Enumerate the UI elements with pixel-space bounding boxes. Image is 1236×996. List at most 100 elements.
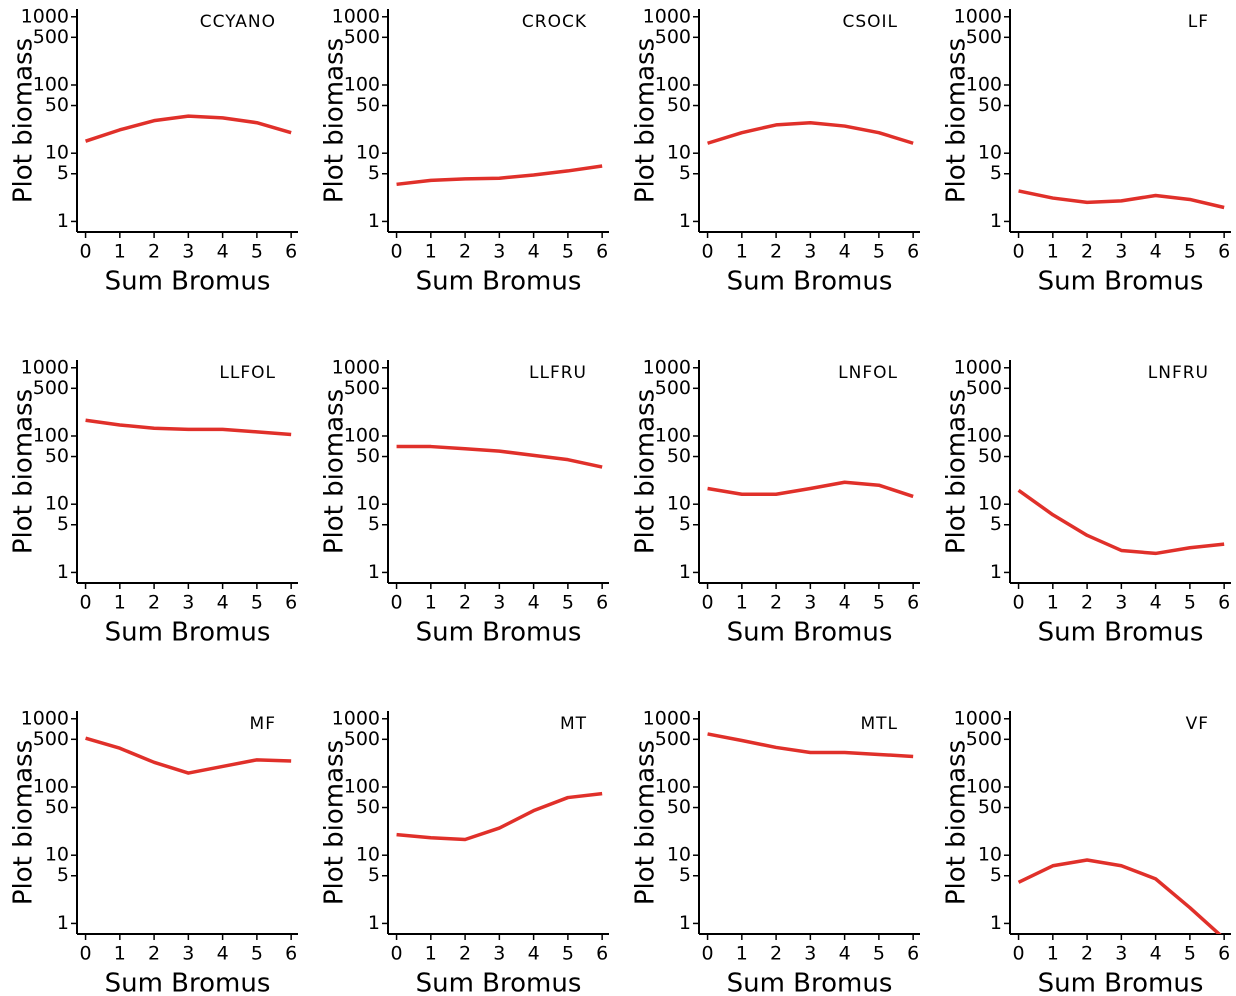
y-axis-label: Plot biomass (320, 389, 350, 554)
panel-title: LNFOL (838, 363, 898, 383)
x-tick-label: 6 (1218, 943, 1230, 965)
y-tick-label: 100 (33, 424, 69, 446)
y-tick-label: 1000 (643, 356, 691, 378)
x-tick-label: 3 (493, 592, 505, 614)
x-tick-label: 0 (80, 592, 92, 614)
y-axis-label: Plot biomass (942, 38, 972, 203)
y-tick-label: 500 (966, 377, 1002, 399)
fit-line (1017, 858, 1222, 934)
y-tick-label: 100 (966, 424, 1002, 446)
x-tick-label: 6 (285, 592, 297, 614)
y-tick-label: 500 (966, 728, 1002, 750)
x-tick-label: 4 (217, 592, 229, 614)
x-axis-label: Sum Bromus (727, 618, 893, 648)
x-tick-label: 5 (1184, 592, 1196, 614)
y-tick-label: 10 (978, 493, 1002, 515)
x-tick-label: 1 (736, 592, 748, 614)
x-tick-label: 4 (839, 241, 851, 263)
x-tick-label: 0 (702, 592, 714, 614)
y-axis-label: Plot biomass (9, 389, 39, 554)
y-tick-label: 5 (990, 513, 1002, 535)
x-tick-label: 2 (459, 592, 471, 614)
y-tick-label: 1 (368, 210, 380, 232)
fit-line (85, 114, 292, 143)
panel-title: LLFRU (529, 363, 587, 383)
x-tick-label: 3 (804, 592, 816, 614)
x-tick-label: 1 (114, 241, 126, 263)
x-tick-label: 1 (425, 943, 437, 965)
y-tick-label: 10 (45, 142, 69, 164)
y-tick-label: 1 (990, 210, 1002, 232)
x-tick-label: 5 (562, 592, 574, 614)
x-axis-label: Sum Bromus (727, 267, 893, 297)
x-tick-label: 6 (907, 592, 919, 614)
y-axis-label: Plot biomass (942, 740, 972, 905)
x-tick-label: 3 (804, 241, 816, 263)
y-tick-label: 500 (655, 377, 691, 399)
y-tick-label: 1 (57, 561, 69, 583)
y-tick-label: 1000 (954, 5, 1002, 27)
y-tick-label: 50 (978, 94, 1002, 116)
y-tick-label: 1000 (332, 5, 380, 27)
x-tick-label: 6 (596, 592, 608, 614)
y-tick-label: 100 (655, 775, 691, 797)
x-tick-label: 4 (839, 943, 851, 965)
y-tick-label: 1 (679, 210, 691, 232)
x-tick-label: 4 (528, 592, 540, 614)
x-tick-label: 0 (391, 592, 403, 614)
x-tick-label: 0 (1013, 943, 1025, 965)
y-tick-label: 100 (344, 73, 380, 95)
y-tick-label: 100 (344, 424, 380, 446)
fit-line (85, 736, 292, 775)
y-tick-label: 1 (368, 912, 380, 934)
x-tick-label: 4 (1150, 592, 1162, 614)
y-tick-label: 10 (356, 844, 380, 866)
y-tick-label: 1000 (643, 707, 691, 729)
y-tick-label: 500 (344, 26, 380, 48)
x-tick-label: 0 (80, 943, 92, 965)
y-axis-label: Plot biomass (631, 740, 661, 905)
y-tick-label: 500 (344, 377, 380, 399)
x-axis-label: Sum Bromus (416, 618, 582, 648)
y-tick-label: 5 (368, 864, 380, 886)
y-tick-label: 1 (990, 912, 1002, 934)
x-tick-label: 0 (391, 241, 403, 263)
panel-title: MTL (860, 714, 898, 734)
x-tick-label: 6 (907, 943, 919, 965)
y-tick-label: 1000 (954, 707, 1002, 729)
x-tick-label: 2 (148, 241, 160, 263)
panel-title: CROCK (522, 12, 587, 32)
y-tick-label: 10 (356, 142, 380, 164)
x-axis-label: Sum Bromus (1038, 969, 1204, 996)
x-tick-label: 5 (251, 943, 263, 965)
x-axis-label: Sum Bromus (727, 969, 893, 996)
x-tick-label: 1 (425, 241, 437, 263)
x-tick-label: 1 (1047, 943, 1059, 965)
x-tick-label: 2 (1081, 241, 1093, 263)
x-axis-label: Sum Bromus (416, 267, 582, 297)
x-tick-label: 5 (873, 241, 885, 263)
x-tick-label: 5 (562, 943, 574, 965)
y-tick-label: 1000 (21, 5, 69, 27)
y-tick-label: 500 (655, 26, 691, 48)
y-tick-label: 50 (45, 94, 69, 116)
x-tick-label: 2 (459, 241, 471, 263)
y-tick-label: 100 (655, 73, 691, 95)
x-tick-label: 6 (285, 943, 297, 965)
panel-title: CSOIL (842, 12, 898, 32)
y-axis-label: Plot biomass (9, 740, 39, 905)
x-tick-label: 2 (1081, 943, 1093, 965)
fit-line (707, 120, 914, 145)
x-tick-label: 0 (391, 943, 403, 965)
x-tick-label: 0 (1013, 241, 1025, 263)
x-tick-label: 3 (804, 943, 816, 965)
y-tick-label: 1 (57, 912, 69, 934)
x-tick-label: 4 (528, 943, 540, 965)
x-tick-label: 4 (528, 241, 540, 263)
y-tick-label: 5 (990, 162, 1002, 184)
y-tick-label: 1000 (332, 707, 380, 729)
